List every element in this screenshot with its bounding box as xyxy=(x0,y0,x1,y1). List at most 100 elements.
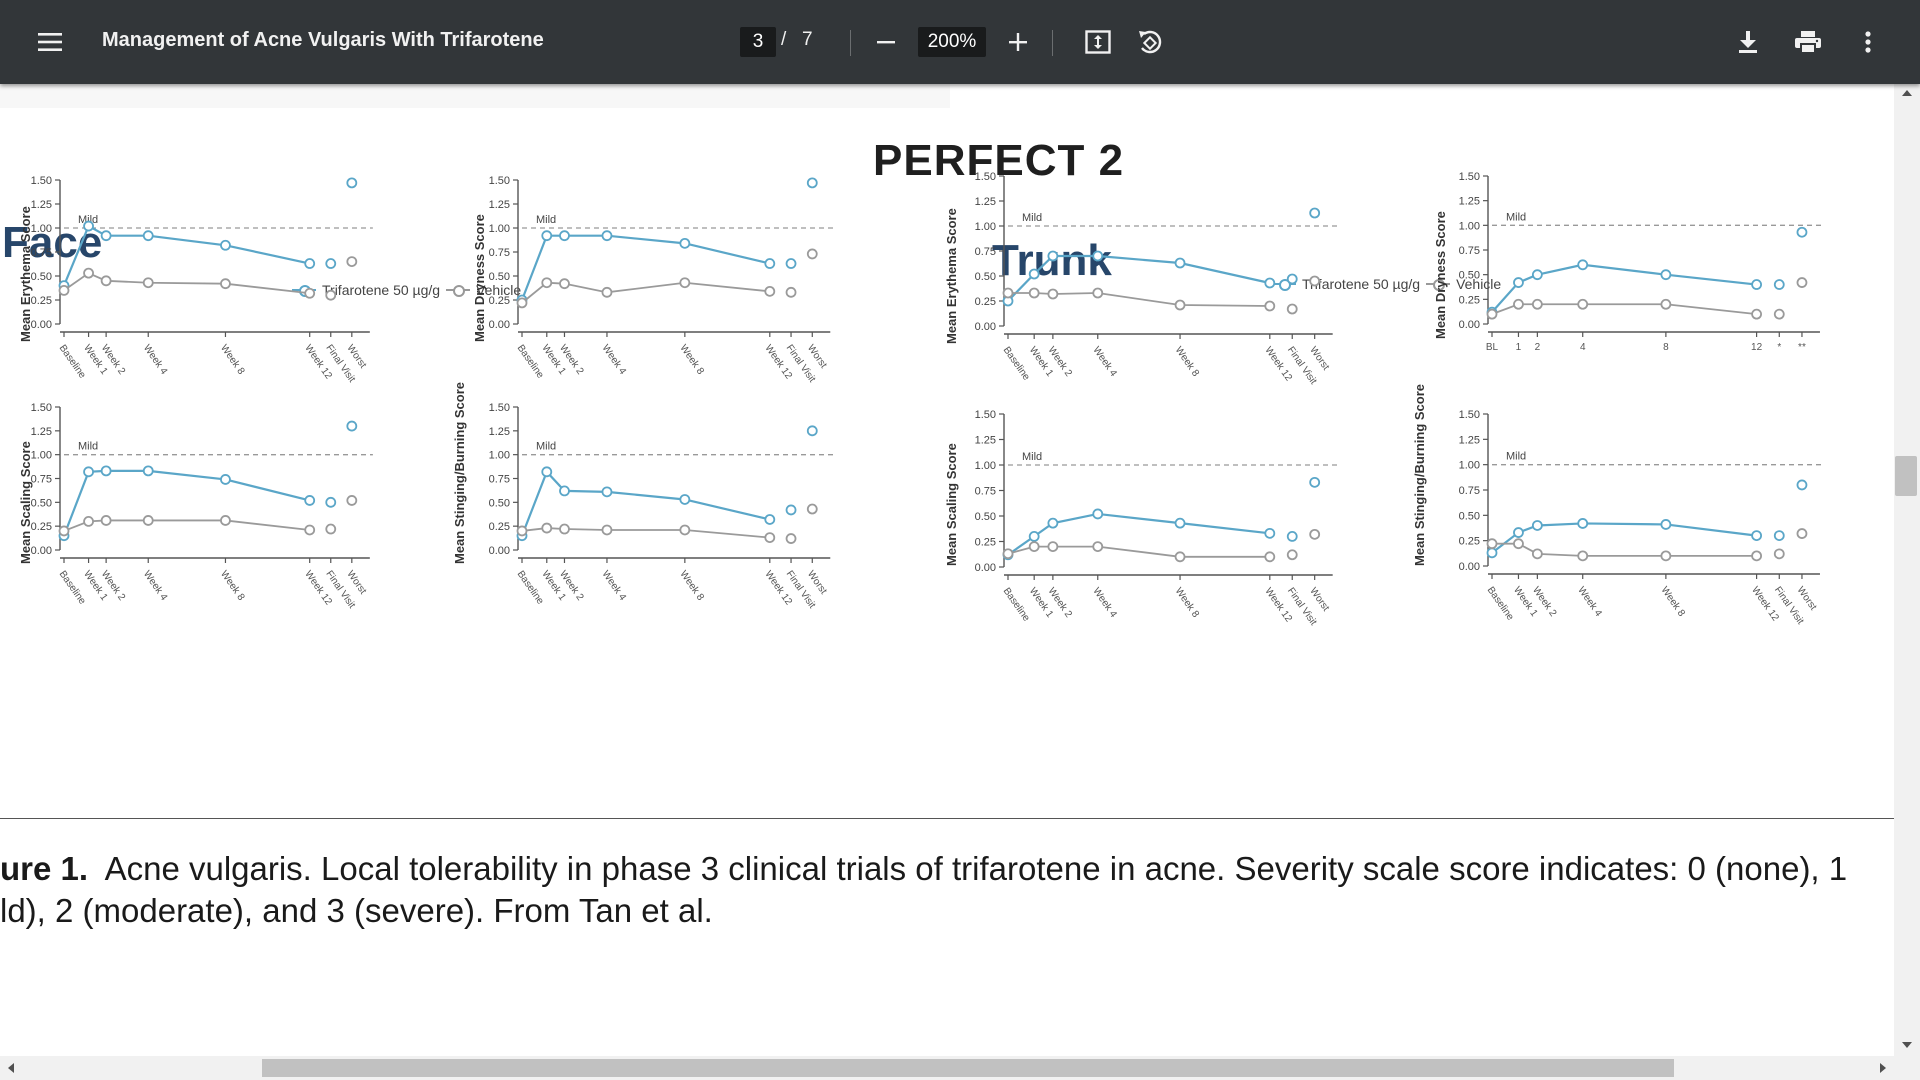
trifarotene-data-point xyxy=(1286,273,1298,285)
y-tick-label: 0.75 xyxy=(1459,485,1480,497)
mild-label: Mild xyxy=(1022,212,1042,224)
y-tick-label: 1.50 xyxy=(489,402,510,414)
y-axis-label: Mean Stinging/Burning Score xyxy=(452,381,467,564)
trifarotene-data-point xyxy=(1577,259,1589,271)
trifarotene-data-point xyxy=(83,220,94,232)
vehicle-data-point xyxy=(1047,541,1059,553)
vehicle-data-point xyxy=(1577,550,1589,562)
vertical-scrollbar[interactable] xyxy=(1894,84,1920,1056)
trifarotene-data-point xyxy=(1751,530,1762,542)
caption-line-1: Acne vulgaris. Local tolerability in pha… xyxy=(104,850,1848,887)
vehicle-data-point xyxy=(100,275,112,287)
trifarotene-data-point xyxy=(764,514,776,525)
legend-vehicle-label: Vehicle xyxy=(476,282,522,298)
vehicle-data-point xyxy=(304,287,316,299)
trifarotene-data-point xyxy=(1309,476,1321,488)
trifarotene-series-line xyxy=(1007,512,1270,556)
y-tick-label: 0.75 xyxy=(975,486,996,498)
trifarotene-data-point xyxy=(304,495,316,506)
vertical-scrollbar-thumb[interactable] xyxy=(1895,456,1917,496)
vehicle-series-line xyxy=(1491,303,1757,316)
trifarotene-data-point xyxy=(1751,279,1762,290)
y-tick-label: 0.50 xyxy=(31,497,52,509)
legend-trifarotene-label: Trifarotene 50 µg/g xyxy=(1302,276,1421,292)
study-title: PERFECT 2 xyxy=(873,136,1125,185)
trifarotene-data-point xyxy=(1309,207,1321,219)
x-tick-label: Week 4 xyxy=(1575,585,1604,619)
download-icon[interactable] xyxy=(1726,20,1770,64)
y-tick-label: 0.00 xyxy=(31,545,52,557)
trifarotene-data-point xyxy=(541,466,553,478)
trifarotene-data-point xyxy=(220,474,231,485)
y-tick-label: 0.00 xyxy=(489,319,510,331)
trifarotene-data-point xyxy=(1531,269,1543,281)
y-tick-label: 1.25 xyxy=(489,199,510,211)
x-tick-label: Week 8 xyxy=(1173,345,1202,379)
y-tick-label: 1.50 xyxy=(1459,171,1480,183)
trifarotene-data-point xyxy=(1796,226,1808,238)
vehicle-series-line xyxy=(1008,292,1270,307)
y-tick-label: 1.50 xyxy=(975,171,996,183)
vehicle-data-point xyxy=(1513,298,1524,310)
x-tick-label: ** xyxy=(1798,342,1806,353)
page-number-input[interactable]: 3 xyxy=(740,27,776,57)
vehicle-data-point xyxy=(1796,277,1808,288)
more-vertical-icon[interactable] xyxy=(1846,20,1890,64)
x-tick-label: 12 xyxy=(1751,342,1763,353)
y-tick-label: 1.00 xyxy=(31,450,52,462)
y-tick-label: 0.25 xyxy=(489,521,510,533)
vehicle-data-point xyxy=(601,524,613,536)
trifarotene-data-point xyxy=(601,230,613,242)
vehicle-data-point xyxy=(325,289,337,301)
trifarotene-data-point xyxy=(1773,530,1785,542)
scroll-left-icon[interactable] xyxy=(8,1063,14,1073)
page-total: 7 xyxy=(802,29,813,50)
x-tick-label: Week 8 xyxy=(677,569,706,603)
vehicle-data-point xyxy=(83,515,94,527)
scroll-right-icon[interactable] xyxy=(1880,1063,1886,1073)
y-tick-label: 0.00 xyxy=(1459,561,1480,573)
y-axis-label: Mean Erythema Score xyxy=(18,206,33,342)
charts-svg: 0.000.250.500.751.001.251.50BaselineWeek… xyxy=(31,171,1825,628)
plus-icon[interactable] xyxy=(996,20,1040,64)
y-tick-label: 0.75 xyxy=(31,247,52,259)
horizontal-scrollbar[interactable] xyxy=(0,1056,1920,1080)
fit-to-page-icon[interactable] xyxy=(1076,20,1120,64)
scroll-down-icon[interactable] xyxy=(1902,1042,1912,1048)
x-tick-label: Week 4 xyxy=(1090,586,1119,620)
print-icon[interactable] xyxy=(1786,20,1830,64)
zoom-input[interactable]: 200% xyxy=(918,27,986,57)
x-tick-label: Week 4 xyxy=(600,569,629,603)
x-tick-label: Week 8 xyxy=(1659,585,1688,619)
trifarotene-data-point xyxy=(1174,517,1186,529)
vehicle-series-line xyxy=(521,281,770,304)
vehicle-data-point xyxy=(679,524,691,536)
trifarotene-data-point xyxy=(142,230,154,242)
trifarotene-data-point xyxy=(785,258,797,269)
scroll-up-icon[interactable] xyxy=(1902,90,1912,96)
trifarotene-data-point xyxy=(346,420,358,432)
rotate-icon[interactable] xyxy=(1128,20,1172,64)
horizontal-scrollbar-thumb[interactable] xyxy=(262,1059,1674,1077)
hamburger-menu-icon[interactable] xyxy=(28,20,72,64)
y-tick-label: 0.75 xyxy=(31,474,52,486)
mild-label: Mild xyxy=(78,214,98,226)
minus-icon[interactable] xyxy=(864,20,908,64)
trifarotene-data-point xyxy=(559,485,570,497)
vehicle-data-point xyxy=(1002,287,1014,299)
caption-line-2: ld), 2 (moderate), and 3 (severe). From … xyxy=(0,892,713,929)
vehicle-data-point xyxy=(541,277,553,289)
y-tick-label: 1.25 xyxy=(489,426,510,438)
y-tick-label: 0.50 xyxy=(489,497,510,509)
trifarotene-data-point xyxy=(83,466,94,478)
y-tick-label: 1.50 xyxy=(489,175,510,187)
vehicle-data-point xyxy=(142,277,154,289)
y-tick-label: 0.25 xyxy=(975,296,996,308)
x-tick-label: Week 4 xyxy=(600,343,629,377)
y-tick-label: 0.50 xyxy=(1459,270,1480,282)
mild-label: Mild xyxy=(536,441,556,453)
y-tick-label: 1.00 xyxy=(1459,460,1480,472)
trifarotene-series-line xyxy=(1491,522,1757,554)
vehicle-data-point xyxy=(1660,298,1672,310)
